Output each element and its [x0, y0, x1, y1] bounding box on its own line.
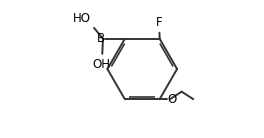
- Text: O: O: [168, 93, 177, 106]
- Text: B: B: [97, 32, 105, 45]
- Text: HO: HO: [73, 12, 91, 25]
- Text: F: F: [156, 16, 162, 29]
- Text: OH: OH: [93, 58, 111, 71]
